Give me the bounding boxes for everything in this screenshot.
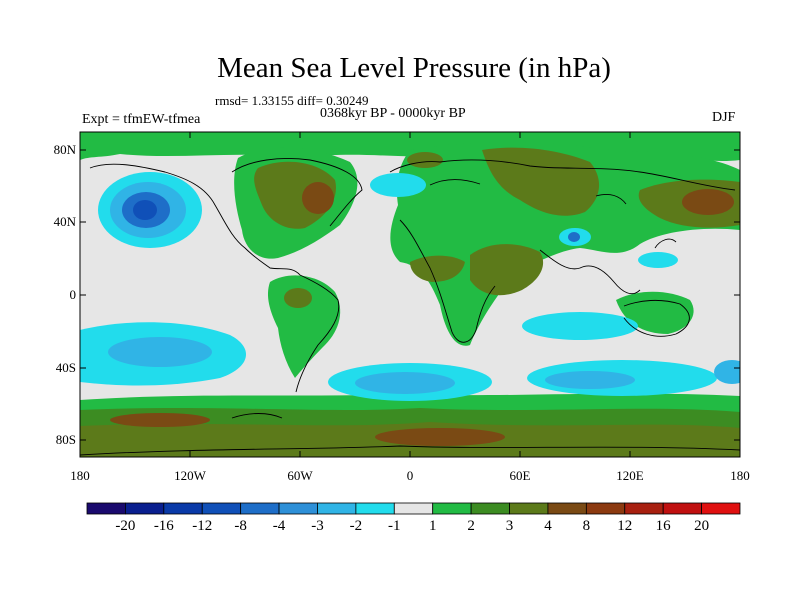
arabia-olive [470, 244, 544, 296]
colorbar-label: 3 [505, 518, 514, 534]
south-pacific-lightblue [108, 337, 212, 367]
colorbar-box [240, 502, 280, 515]
pressure-field [80, 132, 740, 457]
antarctic-brown-west [110, 413, 210, 427]
indian-ocean-cyan [522, 312, 638, 340]
coastlines [80, 158, 740, 456]
colorbar-box [509, 502, 549, 515]
lat-label-eq: 0 [69, 287, 77, 302]
south-pacific-east-lightblue [714, 360, 740, 384]
colorbar-label: -8 [234, 518, 247, 534]
colorbar [86, 502, 741, 515]
colorbar-box [470, 502, 510, 515]
south-america-olive [284, 288, 312, 308]
south-indian-lightblue [545, 371, 635, 389]
antarctic-brown-center [375, 428, 505, 446]
colorbar-box [86, 502, 126, 515]
colorbar-box [355, 502, 395, 515]
colorbar-label: 20 [694, 518, 710, 534]
tibet-blue [568, 232, 580, 242]
colorbar-label: -2 [349, 518, 363, 534]
colorbar-box [662, 502, 702, 515]
season-label: DJF [712, 110, 736, 125]
colorbar-box [701, 502, 741, 515]
north-africa-olive [410, 255, 465, 282]
colorbar-box [393, 502, 434, 515]
north-atlantic-cyan [370, 173, 426, 197]
colorbar-box [624, 502, 664, 515]
colorbar-box [585, 502, 626, 515]
north-america-brown [302, 182, 334, 214]
colorbar-label: 8 [582, 518, 591, 534]
lon-label-60e: 60E [509, 468, 531, 483]
colorbar-box [125, 502, 165, 515]
axis-ticks [80, 132, 740, 457]
europe-asia-olive [482, 147, 600, 216]
colorbar-label: -4 [272, 518, 286, 534]
map-title: Mean Sea Level Pressure (in hPa) [217, 52, 611, 84]
colorbar-box [317, 502, 357, 515]
lat-label-80n: 80N [53, 142, 76, 157]
lon-label-120e: 120E [616, 468, 644, 483]
colorbar-label: 16 [655, 518, 671, 534]
colorbar-label: 12 [617, 518, 633, 534]
lon-label-180e: 180 [730, 468, 750, 483]
colorbar-box [432, 502, 472, 515]
europe-olive-spot [407, 152, 443, 168]
colorbar-label: -3 [311, 518, 324, 534]
lat-label-40n: 40N [53, 214, 76, 229]
colorbar-label: -12 [192, 518, 213, 534]
colorbar-label: 1 [428, 518, 437, 534]
colorbar-box [547, 502, 587, 515]
lon-label-0: 0 [406, 468, 414, 483]
south-atlantic-lightblue [355, 372, 455, 394]
west-pacific-cyan [638, 252, 678, 268]
lon-label-120w: 120W [174, 468, 206, 483]
colorbar-label: -1 [388, 518, 401, 534]
colorbar-box [163, 502, 203, 515]
colorbar-label: 4 [544, 518, 552, 534]
experiment-label: Expt = tfmEW-tfmea [82, 112, 201, 127]
lat-label-40s: 40S [55, 360, 76, 375]
lon-label-180w: 180 [70, 468, 90, 483]
period-label: 0368kyr BP - 0000kyr BP [320, 106, 466, 121]
colorbar-label: -16 [153, 518, 174, 534]
north-pacific-darkblue [133, 200, 157, 220]
rmsd-diff-stats: rmsd= 1.33155 diff= 0.30249 [215, 93, 369, 108]
lon-label-60w: 60W [287, 468, 313, 483]
colorbar-box [201, 502, 242, 515]
lat-label-80s: 80S [55, 432, 76, 447]
colorbar-label: 2 [467, 518, 475, 534]
colorbar-box [278, 502, 318, 515]
colorbar-label: -20 [115, 518, 136, 534]
pacific-brown [682, 189, 734, 215]
